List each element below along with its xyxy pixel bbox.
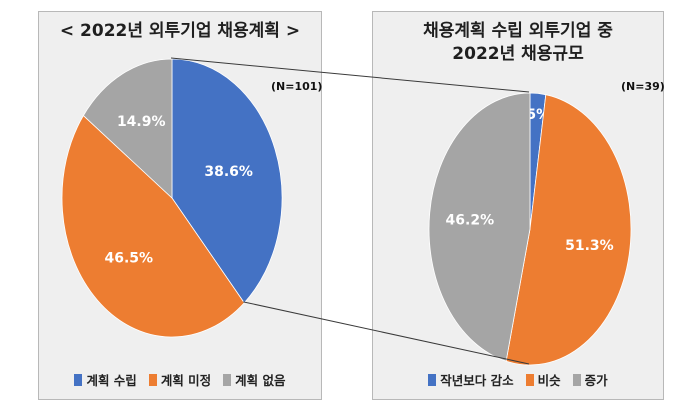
pie-slice-1-1 <box>505 94 632 366</box>
left-chart-title: < 2022년 외투기업 채용계획 > <box>59 21 301 41</box>
legend-swatch <box>148 373 157 386</box>
legend-swatch <box>223 373 232 386</box>
legend-label: 작년보다 감소 <box>440 373 514 388</box>
pie-slice-1-2 <box>428 92 531 362</box>
legend-item-similar: 비슷 <box>525 370 561 389</box>
legend-label: 계획 없음 <box>235 373 286 388</box>
legend-swatch <box>525 373 534 386</box>
left-sample-size: (N=101) <box>271 80 323 93</box>
legend-swatch <box>74 373 83 386</box>
pie-label-1-2: 46.2% <box>446 212 495 228</box>
pie-label-0-1: 46.5% <box>104 250 153 266</box>
legend-label: 비슷 <box>537 373 561 388</box>
legend-item-increase: 증가 <box>572 370 608 389</box>
legend-swatch <box>572 373 581 386</box>
legend-item-plan-undecided: 계획 미정 <box>148 370 212 389</box>
pie-label-0-2: 14.9% <box>117 114 166 130</box>
left-legend: 계획 수립 계획 미정 계획 없음 <box>39 370 321 389</box>
legend-item-no-plan: 계획 없음 <box>223 370 286 389</box>
legend-label: 계획 수립 <box>86 373 137 388</box>
legend-swatch <box>428 373 437 386</box>
legend-item-decrease: 작년보다 감소 <box>428 370 514 389</box>
legend-label: 증가 <box>584 373 608 388</box>
pie-label-0-0: 38.6% <box>204 164 253 180</box>
pie-slice-0-1 <box>61 114 245 338</box>
pie-label-1-1: 51.3% <box>565 238 614 254</box>
right-chart-title-line-1: 채용계획 수립 외투기업 중 <box>423 21 613 41</box>
connector-line-bottom <box>243 301 530 365</box>
left-chart-panel: < 2022년 외투기업 채용계획 > (N=101) 38.6% 46.5% 14… <box>38 11 322 400</box>
right-pie-chart: 2.5%51.3%46.2% <box>428 92 632 366</box>
right-legend: 작년보다 감소 비슷 증가 <box>373 370 663 389</box>
right-chart-panel: 채용계획 수립 외투기업 중 2022년 채용규모 (N=39) 2.5% 51.… <box>372 11 665 400</box>
legend-item-plan-established: 계획 수립 <box>74 370 137 389</box>
right-chart-title-line-2: 2022년 채용규모 <box>452 44 584 64</box>
pie-slice-0-0 <box>171 58 283 304</box>
pie-slice-0-2 <box>82 58 173 199</box>
legend-label: 계획 미정 <box>160 373 212 388</box>
connector-line-top <box>170 57 530 93</box>
right-sample-size: (N=39) <box>621 80 665 93</box>
left-pie-chart: 38.6% 46.5% 14.9% <box>61 58 283 338</box>
